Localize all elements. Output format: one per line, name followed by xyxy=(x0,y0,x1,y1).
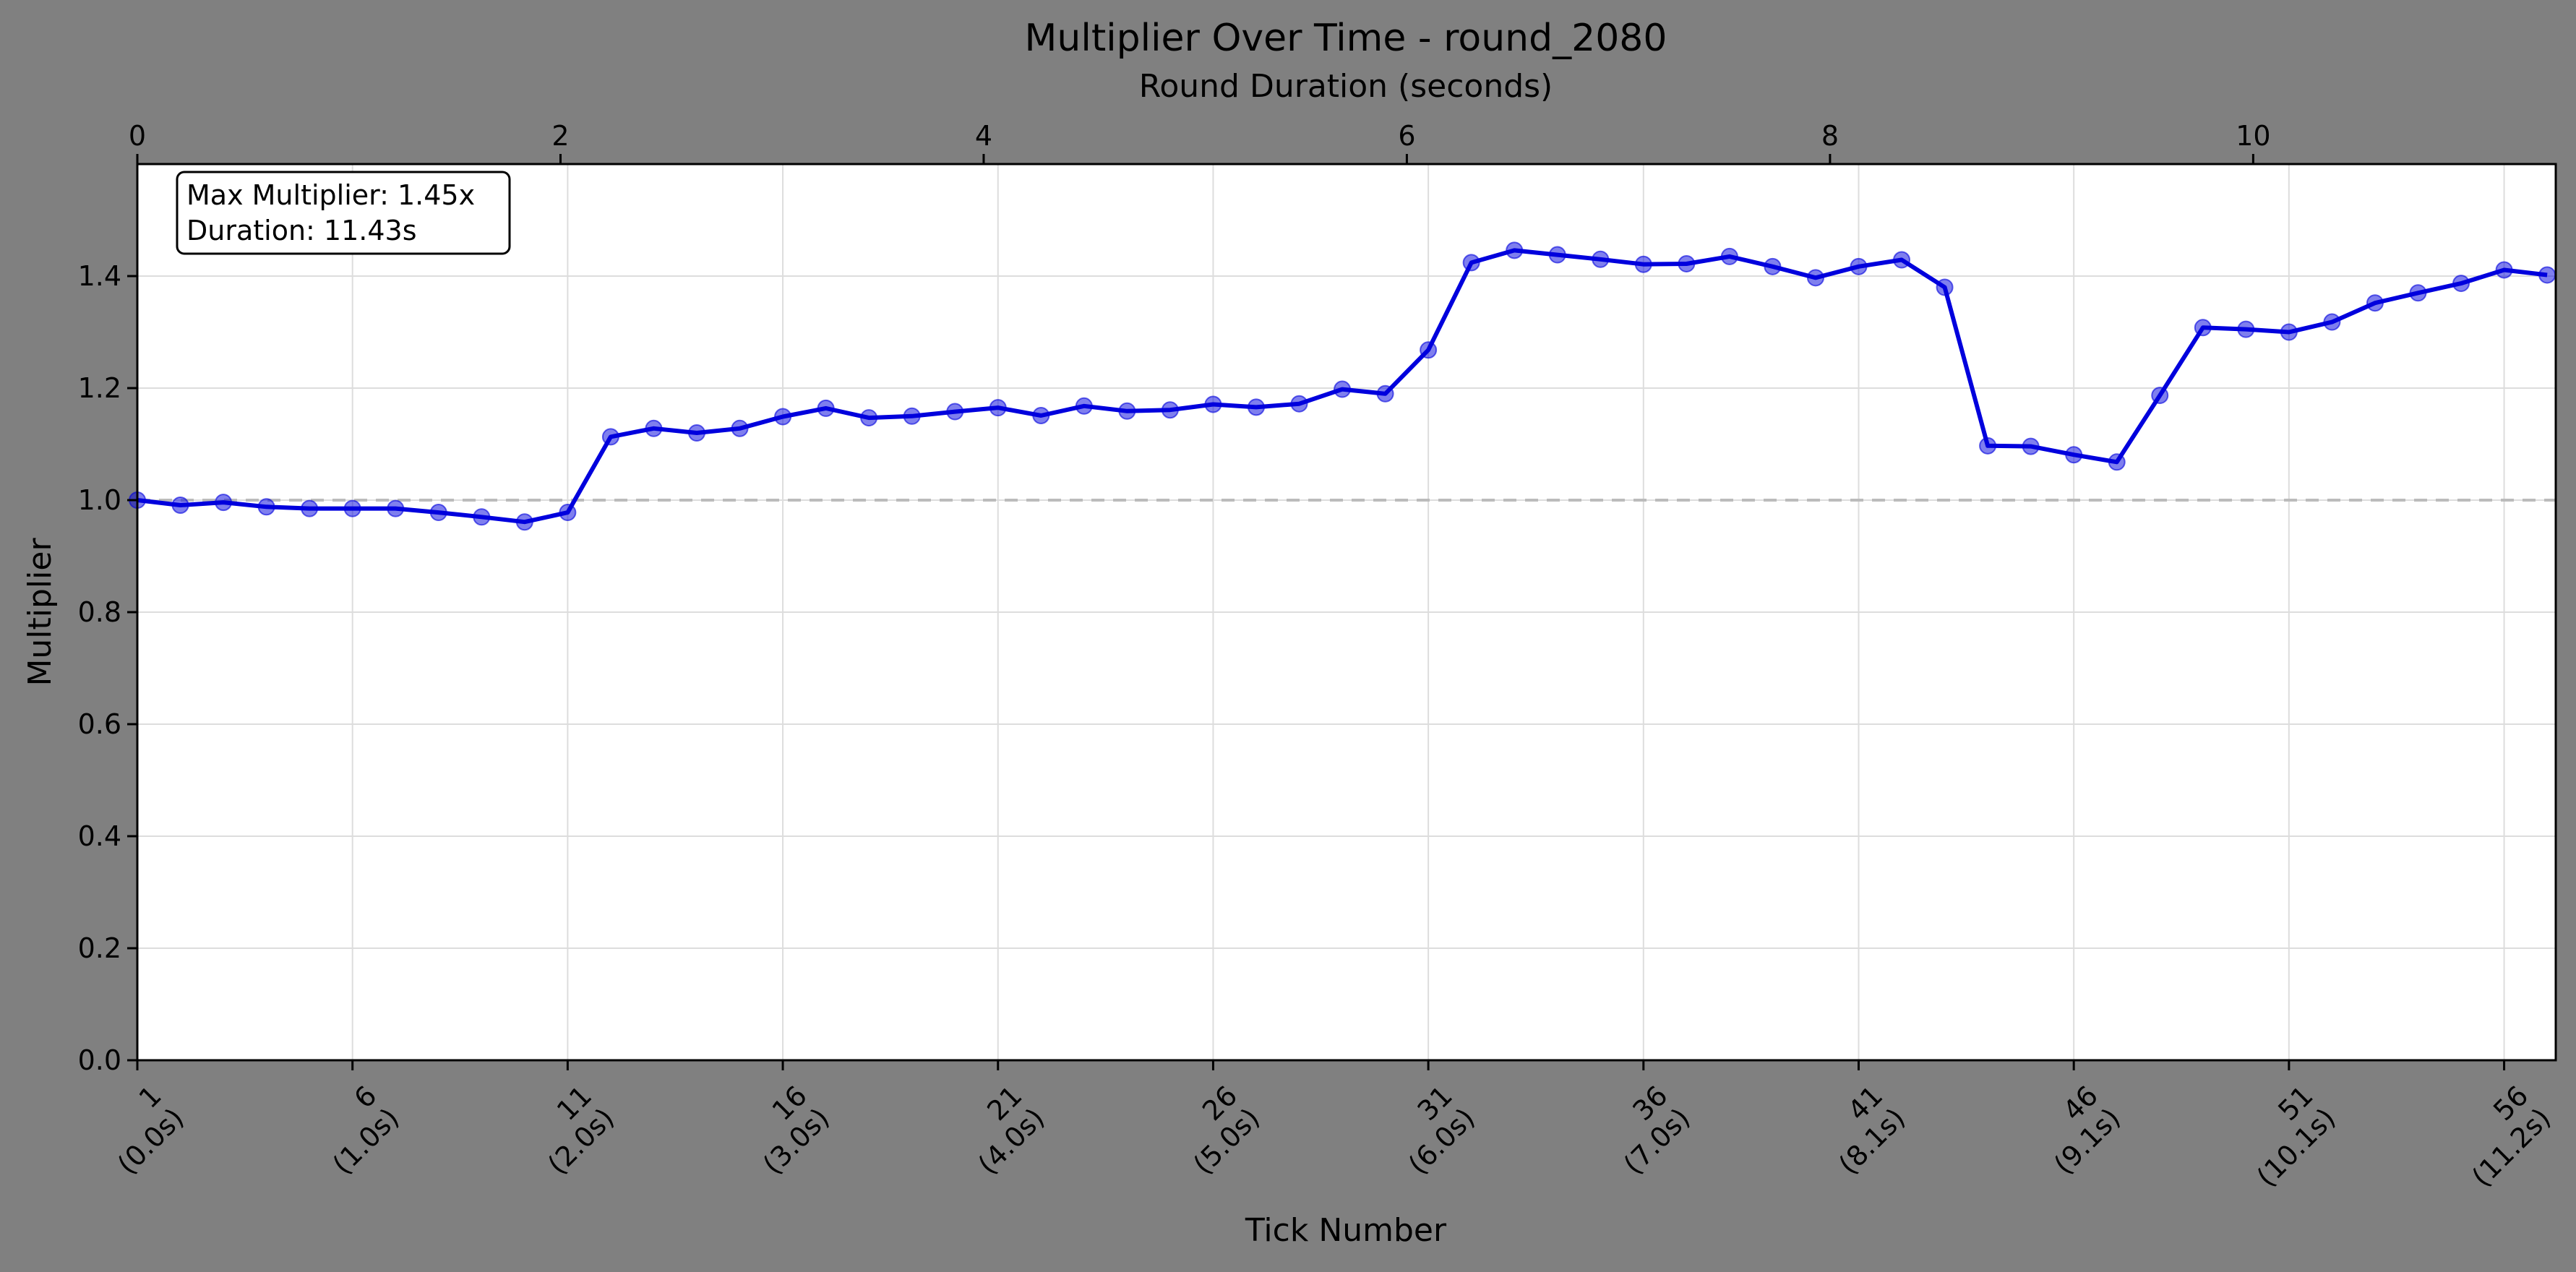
y-tick-label: 0.4 xyxy=(78,820,121,852)
data-point xyxy=(774,408,792,426)
data-point xyxy=(1290,395,1308,413)
data-point xyxy=(1720,247,1738,265)
data-point xyxy=(1850,257,1868,275)
data-point xyxy=(2452,275,2470,293)
annotation-duration: Duration: 11.43s xyxy=(186,215,417,246)
y-axis-title: Multiplier xyxy=(22,538,59,687)
data-point xyxy=(1506,241,1524,259)
x2-tick-label: 8 xyxy=(1821,120,1839,152)
data-point xyxy=(2280,323,2298,341)
y-tick-label: 0.6 xyxy=(78,708,121,740)
annotation-max-multiplier: Max Multiplier: 1.45x xyxy=(186,179,475,211)
y-tick-label: 1.2 xyxy=(78,372,121,404)
data-point xyxy=(989,399,1007,417)
x-tick-label: 46(9.1s) xyxy=(2025,1080,2126,1181)
series-layer xyxy=(129,241,2556,531)
data-point xyxy=(1764,257,1782,275)
x-tick-label: 11(2.0s) xyxy=(519,1080,620,1181)
chart-title: Multiplier Over Time - round_2080 xyxy=(1025,17,1667,60)
data-point xyxy=(1678,254,1696,272)
x-tick-label: 31(6.0s) xyxy=(1380,1080,1481,1181)
data-point xyxy=(2108,453,2126,471)
data-point xyxy=(817,399,835,417)
data-point xyxy=(1979,437,1997,455)
data-point xyxy=(2409,284,2427,302)
data-point xyxy=(860,409,878,427)
x-tick-label: 36(7.0s) xyxy=(1595,1080,1696,1181)
data-point xyxy=(1075,397,1093,415)
x-tick-label: 51(10.1s) xyxy=(2228,1080,2342,1193)
data-point xyxy=(1204,395,1222,413)
data-point xyxy=(903,407,921,425)
data-point xyxy=(1806,269,1824,287)
data-point xyxy=(1161,401,1179,419)
data-point xyxy=(731,419,749,437)
y-tick-label: 0.2 xyxy=(78,932,121,964)
data-point xyxy=(1893,251,1911,269)
data-point xyxy=(559,504,577,522)
data-point xyxy=(515,513,533,531)
x-axis-title: Tick Number xyxy=(1245,1212,1447,1249)
data-point xyxy=(1420,341,1438,359)
x2-axis-title: Round Duration (seconds) xyxy=(1139,68,1553,105)
x-tick-label: 41(8.1s) xyxy=(1811,1080,1912,1181)
x-tick-label: 56(11.2s) xyxy=(2444,1080,2557,1193)
data-point xyxy=(1548,246,1566,264)
x-tick-label: 6(1.0s) xyxy=(304,1080,405,1181)
data-point xyxy=(645,419,663,437)
data-point xyxy=(171,496,189,514)
x-axis: 1(0.0s) 6(1.0s) 11(2.0s) 16(3.0s) 21(4.0s) 26… xyxy=(89,1060,2557,1193)
data-point xyxy=(2065,446,2083,464)
y-tick-label: 0.0 xyxy=(78,1044,121,1076)
x2-tick-label: 4 xyxy=(975,120,992,152)
y-tick-label: 0.8 xyxy=(78,596,121,628)
stats-annotation: Max Multiplier: 1.45x Duration: 11.43s xyxy=(176,171,511,255)
x2-axis: 0 2 4 6 8 10 xyxy=(129,120,2271,164)
data-point xyxy=(1376,384,1394,403)
x2-tick-label: 2 xyxy=(551,120,569,152)
data-point xyxy=(1334,380,1352,398)
data-point xyxy=(387,499,405,517)
y-tick-label: 1.4 xyxy=(78,260,121,292)
data-point xyxy=(1592,250,1610,268)
data-point xyxy=(2022,437,2040,455)
data-point xyxy=(473,508,491,526)
data-point xyxy=(1634,255,1652,273)
data-point xyxy=(429,504,447,522)
data-point xyxy=(2323,313,2341,331)
y-axis: 0.0 0.2 0.4 0.6 0.8 1.0 1.2 1.4 xyxy=(78,260,137,1076)
data-point xyxy=(2194,319,2212,337)
data-point xyxy=(946,403,964,421)
annotation-box xyxy=(176,171,511,255)
data-point xyxy=(1032,406,1050,424)
data-point xyxy=(257,498,275,516)
x2-tick-label: 6 xyxy=(1398,120,1415,152)
x2-tick-label: 10 xyxy=(2236,120,2270,152)
data-point xyxy=(215,494,233,512)
x-tick-label: 1(0.0s) xyxy=(89,1080,190,1181)
data-point xyxy=(1936,278,1954,296)
data-point xyxy=(343,499,361,517)
x-tick-label: 16(3.0s) xyxy=(734,1080,836,1181)
x-tick-label: 26(5.0s) xyxy=(1164,1080,1266,1181)
data-point xyxy=(687,424,705,442)
data-point xyxy=(2151,387,2169,405)
data-point xyxy=(301,499,319,517)
x2-tick-label: 0 xyxy=(129,120,146,152)
x-tick-label: 21(4.0s) xyxy=(950,1080,1051,1181)
data-point xyxy=(2366,294,2384,312)
data-point xyxy=(2495,261,2513,279)
data-point xyxy=(601,428,619,446)
y-tick-label: 1.0 xyxy=(78,484,121,516)
data-point xyxy=(1118,402,1136,420)
data-point xyxy=(1462,254,1480,272)
data-point xyxy=(2538,266,2556,284)
data-point xyxy=(2237,320,2255,338)
data-point xyxy=(1247,398,1265,416)
